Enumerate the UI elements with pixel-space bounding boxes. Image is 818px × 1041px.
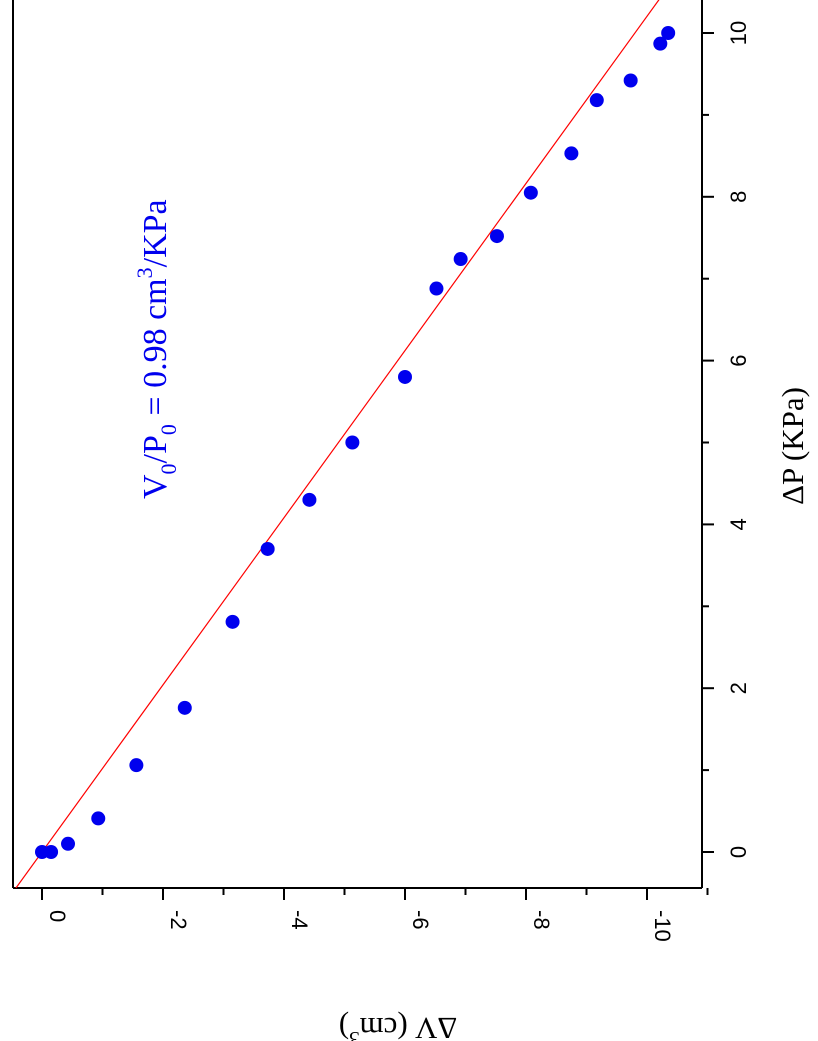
x-tick-label: -2: [166, 910, 191, 930]
data-point: [398, 369, 412, 384]
data-point: [453, 252, 468, 267]
data-point: [61, 836, 76, 851]
annotation-text: V0/P0 = 0.98 cm3/KPa: [132, 199, 181, 499]
data-point: [225, 614, 240, 629]
x-tick-label: -10: [650, 910, 675, 942]
y-tick-label: 10: [726, 21, 751, 45]
data-point: [345, 435, 360, 450]
x-tick-label: 0: [45, 910, 70, 922]
fit-line: [15, 0, 660, 888]
data-point: [302, 492, 317, 507]
data-point: [177, 700, 192, 715]
tick-labels: 0 -2 -4 -6 -8 -10 0 2 4 6 8 10: [45, 21, 751, 942]
data-point: [653, 36, 668, 51]
data-point: [429, 281, 444, 296]
data-point: [623, 73, 638, 88]
data-point: [91, 811, 106, 826]
y-tick-label: 4: [726, 518, 751, 530]
axis-ticks: [41, 32, 714, 900]
x-tick-label: -8: [529, 910, 554, 930]
data-point: [523, 185, 538, 200]
data-point: [260, 541, 275, 556]
y-tick-label: 2: [726, 682, 751, 694]
y-tick-label: 0: [726, 846, 751, 858]
data-point: [489, 229, 504, 244]
data-point: [589, 93, 604, 108]
data-point: [564, 146, 579, 161]
y-tick-label: 8: [726, 191, 751, 203]
data-point: [44, 845, 59, 859]
data-points: [35, 26, 676, 859]
x-axis-title: ΔV (cm3): [339, 1011, 458, 1041]
fit-line-group: [15, 0, 660, 888]
x-tick-label: -6: [408, 910, 433, 930]
data-point: [129, 758, 144, 773]
x-tick-label: -4: [287, 910, 312, 930]
data-point: [661, 26, 676, 40]
y-tick-label: 6: [726, 354, 751, 366]
y-axis-title: ΔP (KPa): [775, 387, 810, 505]
